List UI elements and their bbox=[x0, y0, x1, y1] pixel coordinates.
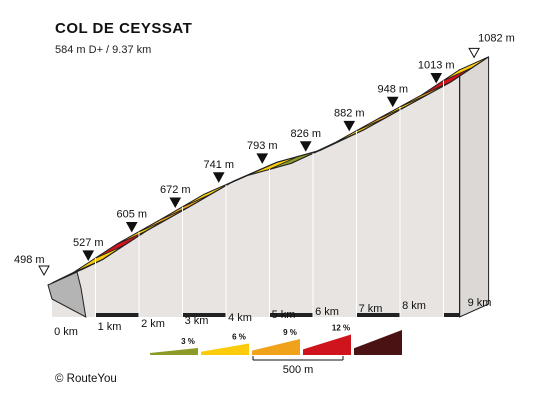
km-tick-label: 3 km bbox=[185, 315, 209, 327]
legend-label: 3 % bbox=[181, 337, 195, 346]
km-tick-label: 8 km bbox=[402, 300, 426, 312]
legend-swatch bbox=[201, 343, 249, 355]
legend-swatch bbox=[354, 330, 402, 355]
gradient-legend: 3 % 6 % 9 % 12 % bbox=[150, 324, 402, 355]
elevation-markers bbox=[38, 47, 480, 277]
elevation-label: 948 m bbox=[377, 83, 408, 95]
elevation-label: 527 m bbox=[73, 237, 104, 249]
elevation-label: 741 m bbox=[203, 159, 234, 171]
elevation-marker bbox=[386, 96, 399, 108]
elevation-marker bbox=[82, 250, 95, 261]
legend-label: 12 % bbox=[332, 324, 350, 333]
ribbon-back-edge bbox=[80, 56, 489, 271]
km-tick-label: 7 km bbox=[359, 303, 383, 315]
elevation-label: 1013 m bbox=[418, 60, 455, 72]
legend-swatch bbox=[252, 339, 300, 355]
elevation-marker bbox=[125, 221, 138, 233]
elevation-marker bbox=[343, 120, 356, 132]
elevation-labels: 498 m 527 m 605 m 672 m 741 m 793 m 826 m 882 m… bbox=[14, 32, 515, 266]
elevation-label: 793 m bbox=[247, 140, 278, 152]
elevation-label: 672 m bbox=[160, 184, 191, 196]
elevation-marker bbox=[256, 153, 269, 164]
km-tick-label: 5 km bbox=[272, 309, 296, 321]
elevation-label: 882 m bbox=[334, 107, 365, 119]
km-tick-label: 1 km bbox=[98, 321, 122, 333]
km-tick-label: 4 km bbox=[228, 312, 252, 324]
end-cap-face bbox=[459, 56, 490, 318]
elevation-marker-hollow bbox=[38, 265, 50, 277]
profile-gradient-surface bbox=[51, 56, 489, 284]
elevation-marker bbox=[299, 141, 312, 152]
elevation-label: 1082 m bbox=[478, 32, 515, 44]
elevation-label: 826 m bbox=[290, 128, 321, 140]
elevation-marker bbox=[430, 73, 443, 84]
elevation-label: 498 m bbox=[14, 254, 45, 266]
elevation-marker bbox=[212, 172, 225, 183]
page-subtitle: 584 m D+ / 9.37 km bbox=[55, 44, 152, 56]
legend-label: 6 % bbox=[232, 333, 246, 342]
km-tick-label: 2 km bbox=[141, 318, 165, 330]
km-tick-labels: 0 km 1 km 2 km 3 km 4 km 5 km 6 km 7 km 8 km 9 km bbox=[54, 297, 491, 338]
legend-swatch bbox=[303, 334, 351, 355]
elevation-marker-hollow bbox=[468, 47, 480, 59]
km-tick-label: 0 km bbox=[54, 326, 78, 338]
km-tick-label: 6 km bbox=[315, 306, 339, 318]
side-wall-face bbox=[52, 69, 460, 317]
scale-bar: 500 m bbox=[252, 356, 344, 376]
km-tick-label: 9 km bbox=[468, 297, 492, 309]
scale-label: 500 m bbox=[283, 364, 314, 376]
legend-label: 9 % bbox=[283, 328, 297, 337]
elevation-label: 605 m bbox=[116, 208, 147, 220]
km-ground-lines bbox=[95, 80, 460, 317]
page-title: COL DE CEYSSAT bbox=[55, 20, 193, 37]
credit-text: © RouteYou bbox=[55, 373, 117, 385]
elevation-marker bbox=[169, 197, 182, 209]
legend-swatch bbox=[150, 348, 198, 355]
